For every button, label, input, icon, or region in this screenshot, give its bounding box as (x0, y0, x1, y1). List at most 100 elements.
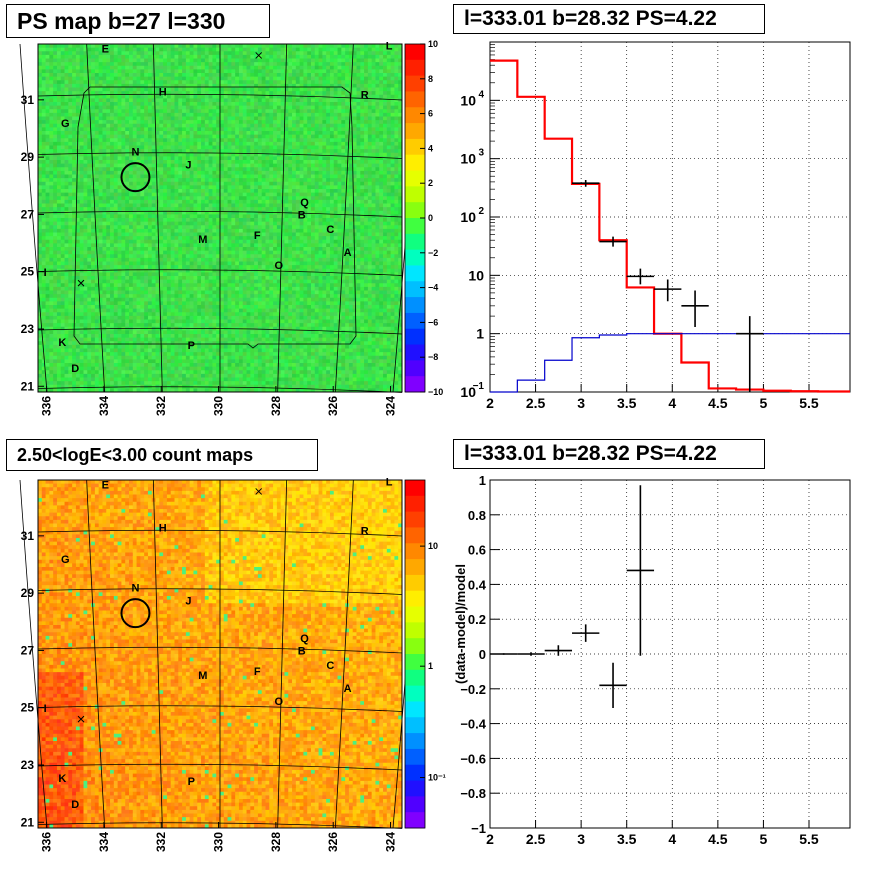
spectrum-data-point (572, 180, 600, 187)
map-y-tick-25: 25 (21, 265, 35, 279)
spectrum-y-tick: 10 (460, 209, 476, 225)
ps-map-pixels (37, 43, 403, 393)
source-label-m: M (198, 234, 207, 246)
residual-data-point (626, 485, 655, 656)
top-right-title: l=333.01 b=28.32 PS=4.22 (453, 4, 765, 34)
source-label-d: D (71, 363, 79, 375)
residual-data-point (599, 662, 627, 708)
top-left-title: PS map b=27 l=330 (6, 4, 270, 38)
spectrum-y-tick-exp: 3 (478, 148, 484, 159)
residual-grid (489, 479, 850, 829)
residual-data-point (544, 645, 573, 656)
colorbar-tick: 8 (428, 74, 433, 84)
source-label-r: R (361, 89, 369, 101)
spectrum-x-tick-4: 4 (668, 395, 676, 411)
source-label-h: H (159, 523, 167, 535)
source-label-e: E (102, 480, 109, 492)
map-x-tick-334: 334 (97, 832, 111, 852)
map-y-tick-31: 31 (21, 93, 35, 107)
colorbar-tick: −6 (428, 317, 438, 327)
source-label-o: O (274, 696, 283, 708)
ps-colorbar: 10 8 6 4 2 0 −2 −4 −6 −8 −10 (404, 39, 443, 397)
residual-x-tick-4.5: 4.5 (708, 831, 728, 847)
source-label-j: J (185, 160, 191, 172)
map-x-tick-332: 332 (154, 396, 168, 416)
spectrum-y-tick-exp: −1 (473, 381, 485, 392)
residual-x-tick-2: 2 (486, 831, 494, 847)
exposure-boundary (73, 86, 357, 349)
spectrum-data-point (681, 290, 709, 328)
map-x-tick-332: 332 (154, 832, 168, 852)
count-map-pixels (37, 479, 403, 829)
map-x-tick-326: 326 (326, 396, 340, 416)
source-label-g: G (61, 118, 70, 130)
source-label-c: C (326, 660, 334, 672)
source-label-c: C (326, 224, 334, 236)
spectrum-x-tick-3.5: 3.5 (617, 395, 637, 411)
spectrum-data-point (654, 279, 682, 302)
colorbar-tick: 0 (428, 213, 433, 223)
map-y-tick-21: 21 (21, 815, 35, 829)
source-label-l: L (386, 477, 393, 489)
source-label-o: O (274, 260, 283, 272)
count-colorbar: 10 1 10⁻¹ (404, 479, 446, 829)
spectrum-y-tick: 10 (468, 267, 484, 283)
colorbar-tick: 2 (428, 178, 433, 188)
target-circle (120, 598, 151, 629)
source-label-p: P (188, 776, 195, 788)
source-label-q: Q (300, 197, 309, 209)
source-label-j: J (185, 596, 191, 608)
spectrum-y-tick: 10 (460, 384, 476, 400)
source-label-r: R (361, 525, 369, 537)
source-label-h: H (159, 87, 167, 99)
residual-y-tick: −0.6 (460, 751, 486, 766)
map-y-tick-23: 23 (21, 758, 35, 772)
residual-data-point (572, 624, 600, 642)
map-y-tick-21: 21 (21, 379, 35, 393)
spectrum-data-point (626, 268, 655, 285)
map-x-tick-324: 324 (384, 832, 398, 852)
residual-x-tick-2.5: 2.5 (526, 831, 546, 847)
map-x-tick-334: 334 (97, 396, 111, 416)
spectrum-data-point (736, 316, 764, 392)
colorbar-tick: −10 (428, 387, 443, 397)
source-label-f: F (254, 230, 261, 242)
map-y-tick-27: 27 (21, 207, 35, 221)
residual-y-tick: 0.6 (468, 543, 486, 558)
map-y-tick-29: 29 (21, 586, 35, 600)
residual-data-point (517, 652, 545, 656)
source-label-i: I (44, 703, 47, 715)
map-x-tick-328: 328 (269, 832, 283, 852)
ps-map-overlay: E L H R G N J QB C M F A O I K P D 336 334 332 330 328 326 324 3… (21, 41, 398, 416)
source-label-n: N (131, 583, 139, 595)
spectrum-x-tick-5: 5 (760, 395, 768, 411)
colorbar-tick: 10⁻¹ (428, 773, 446, 783)
residual-y-tick: −0.2 (460, 682, 486, 697)
bottom-right-title: l=333.01 b=28.32 PS=4.22 (453, 439, 765, 469)
spectrum-x-tick-2: 2 (486, 395, 494, 411)
source-label-p: P (188, 340, 195, 352)
colorbar-tick: 6 (428, 109, 433, 119)
residual-x-tick-5.5: 5.5 (799, 831, 819, 847)
source-label-k: K (58, 773, 66, 785)
map-y-tick-29: 29 (21, 150, 35, 164)
spectrum-x-tick-5.5: 5.5 (799, 395, 819, 411)
map-x-tick-328: 328 (269, 396, 283, 416)
residual-y-tick: 0.8 (468, 508, 486, 523)
map-x-tick-330: 330 (212, 832, 226, 852)
colorbar-tick: −4 (428, 283, 438, 293)
residual-y-tick: 0.2 (468, 612, 486, 627)
residual-x-tick-3.5: 3.5 (617, 831, 637, 847)
count-map-overlay: E L H R G N J QB C M F A O I K P D 336 334 332 330 328 326 324 3… (21, 477, 398, 852)
residual-x-tick-5: 5 (760, 831, 768, 847)
source-label-b: B (298, 210, 306, 222)
colorbar-tick: −8 (428, 352, 438, 362)
map-y-tick-27: 27 (21, 643, 35, 657)
count-map-panel: E L H R G N J QB C M F A O I K P D 336 334 332 330 328 326 324 3… (19, 477, 446, 852)
map-x-tick-336: 336 (40, 396, 54, 416)
colorbar-tick: 4 (428, 143, 433, 153)
spectrum-data-point (599, 236, 627, 247)
source-label-e: E (102, 44, 109, 56)
residual-y-tick: 1 (479, 473, 486, 488)
map-x-tick-336: 336 (40, 832, 54, 852)
